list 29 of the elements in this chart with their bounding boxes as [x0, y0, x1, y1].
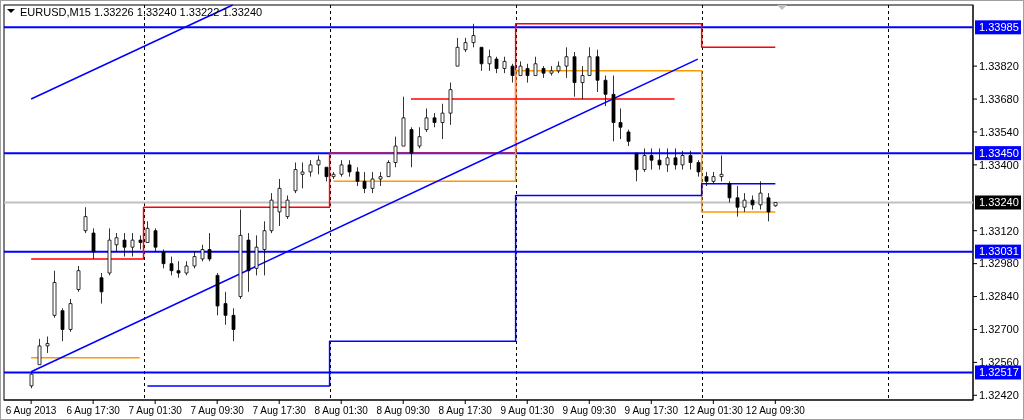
x-tick-label: 9 Aug 17:30 — [624, 405, 679, 416]
y-tick-label: 1.33820 — [979, 59, 1019, 72]
x-tick-label: 12 Aug 09:30 — [745, 405, 806, 416]
x-tick-label: 7 Aug 01:30 — [128, 405, 183, 416]
y-tick-label: 1.33400 — [979, 158, 1019, 171]
ref-line-label: 1.33985 — [979, 21, 1019, 34]
ref-line-label: 1.33031 — [979, 245, 1019, 258]
x-tick-label: 9 Aug 01:30 — [500, 405, 555, 416]
chart-title: EURUSD,M15 1.33226 1.33240 1.33222 1.33240 — [20, 6, 263, 18]
y-tick-label: 1.32980 — [979, 257, 1019, 270]
ref-line-label: 1.32517 — [979, 366, 1019, 379]
y-tick-label: 1.33680 — [979, 92, 1019, 105]
x-tick-label: 8 Aug 01:30 — [314, 405, 369, 416]
x-tick-label: 8 Aug 17:30 — [438, 405, 493, 416]
y-tick-label: 1.32700 — [979, 323, 1019, 336]
x-tick-label: 9 Aug 09:30 — [562, 405, 617, 416]
x-tick-label: 7 Aug 09:30 — [190, 405, 245, 416]
x-tick-label: 6 Aug 17:30 — [66, 405, 121, 416]
x-tick-label: 12 Aug 01:30 — [683, 405, 744, 416]
x-tick-label: 8 Aug 09:30 — [376, 405, 431, 416]
x-tick-label: 6 Aug 2013 — [5, 405, 57, 416]
y-tick-label: 1.32560 — [979, 356, 1019, 369]
y-tick-label: 1.32420 — [979, 389, 1019, 402]
y-tick-label: 1.32840 — [979, 290, 1019, 303]
ref-line-label: 1.33450 — [979, 146, 1019, 159]
y-tick-label: 1.33540 — [979, 125, 1019, 138]
ref-line-label: 1.33240 — [979, 196, 1019, 209]
x-tick-label: 7 Aug 17:30 — [252, 405, 307, 416]
y-tick-label: 1.33120 — [979, 224, 1019, 237]
